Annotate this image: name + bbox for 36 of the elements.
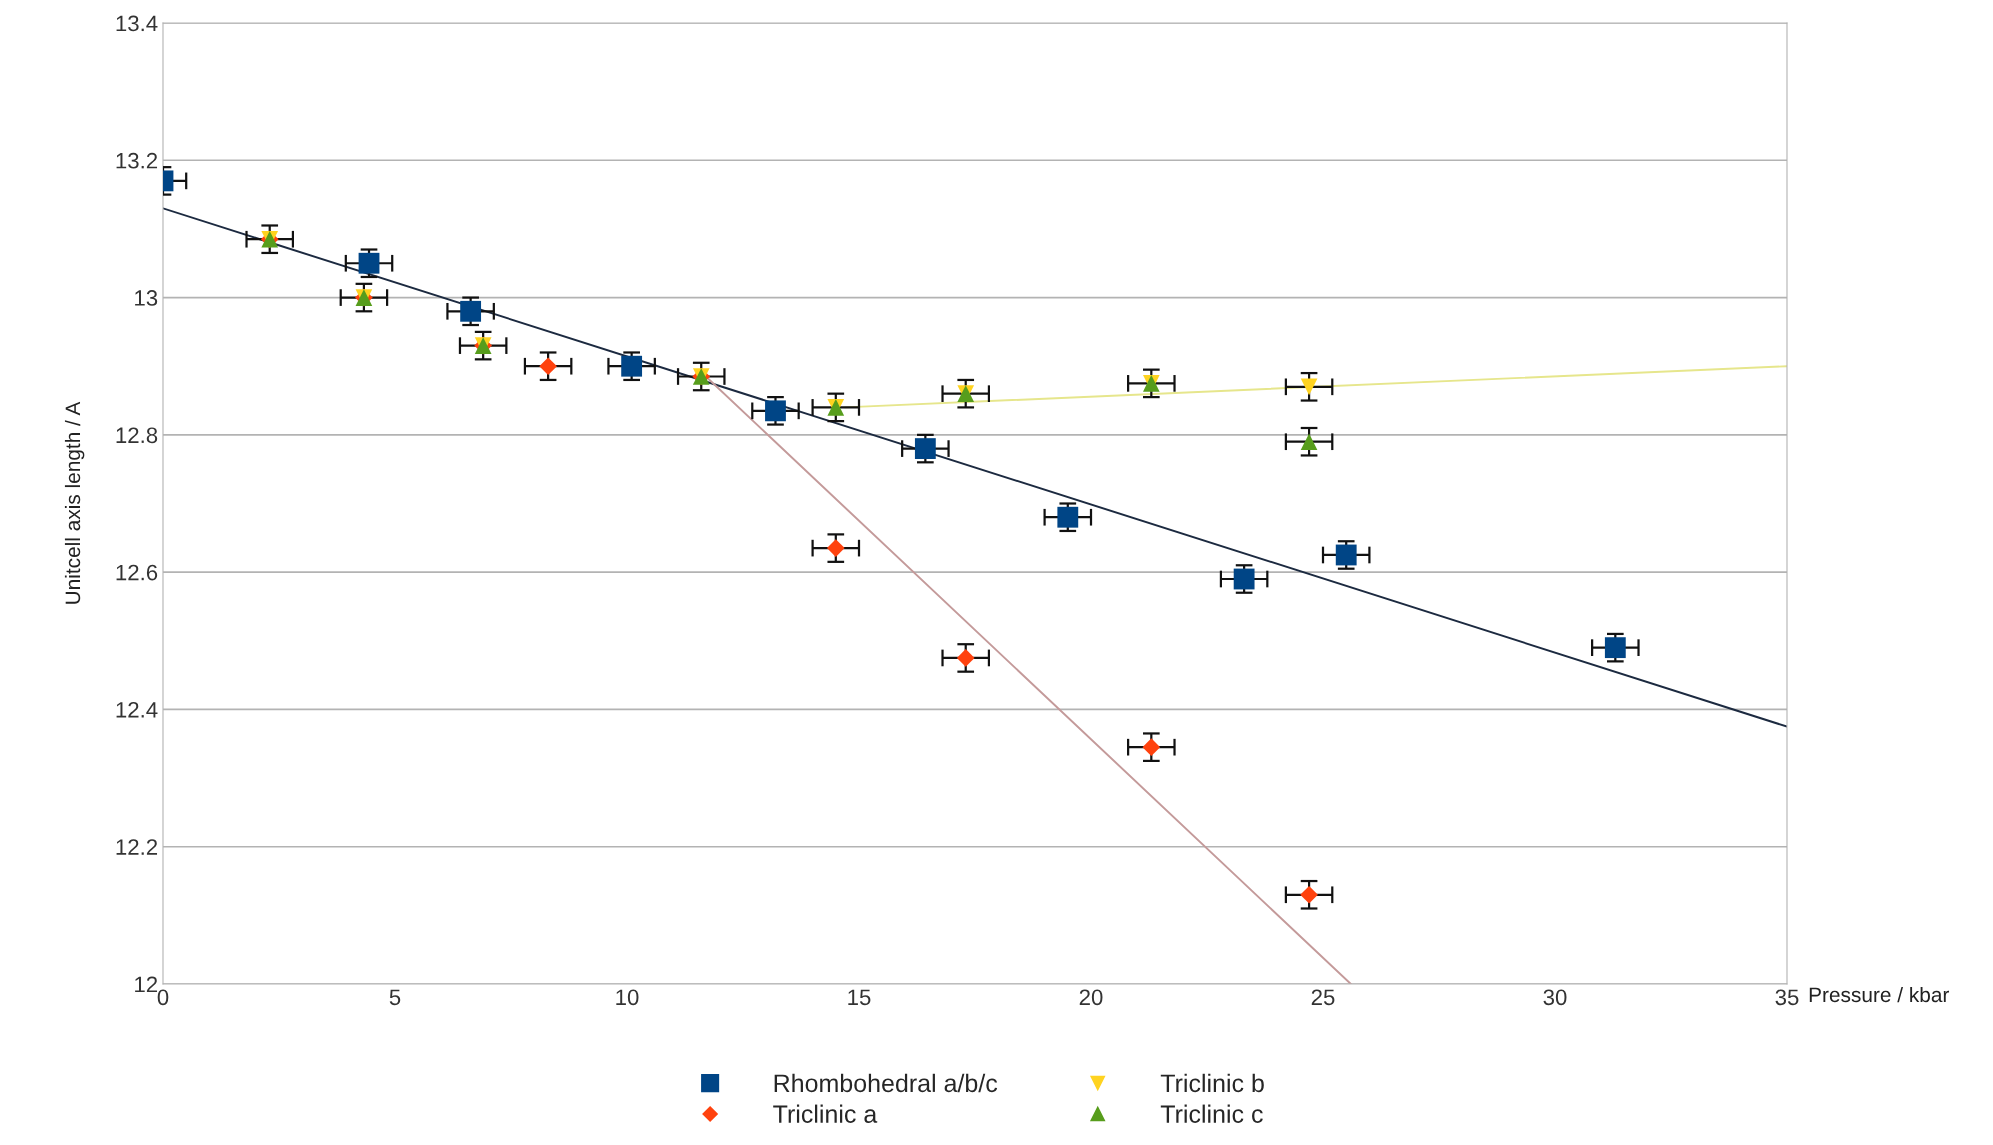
y-tick-label: 12.6 [116,564,158,581]
y-tick-label: 12.2 [116,839,158,855]
point [1604,637,1626,659]
legend-label: Triclinic b [1160,1073,1264,1093]
point [1300,378,1318,396]
y-tick-label: 12 [135,976,158,993]
legend-label: Rhombohedral a/b/c [774,1073,998,1093]
x-tick-label: 25 [1311,989,1335,1006]
point [1300,885,1318,904]
x-axis-title: Pressure / kbar [1809,986,1950,1003]
x-tick-label: 0 [157,989,169,1006]
y-tick-label: 13.2 [116,152,158,169]
point [539,357,557,376]
y-axis-title: Unitcell axis length / A [64,401,85,604]
point [460,300,482,322]
point [358,252,380,274]
y-tick-label: 12.4 [116,701,158,718]
x-tick-label: 15 [848,989,871,1006]
x-tick-label: 5 [389,989,401,1006]
x-tick-label: 10 [616,989,639,1006]
y-tick-label: 12.8 [116,427,158,444]
x-tick-label: 20 [1079,989,1103,1006]
point [914,438,936,459]
point [765,400,786,422]
x-tick-label: 30 [1543,989,1567,1006]
y-tick-label: 13.4 [116,15,158,32]
point [1057,506,1079,528]
point [826,539,845,557]
point [621,355,643,377]
legend-label: Triclinic c [1160,1104,1263,1123]
point [1142,738,1161,757]
point [1300,433,1318,451]
x-tick-label: 35 [1775,989,1799,1006]
y-tick-label: 13 [135,290,158,306]
legend-label: Triclinic a [773,1104,878,1123]
point [956,649,975,667]
